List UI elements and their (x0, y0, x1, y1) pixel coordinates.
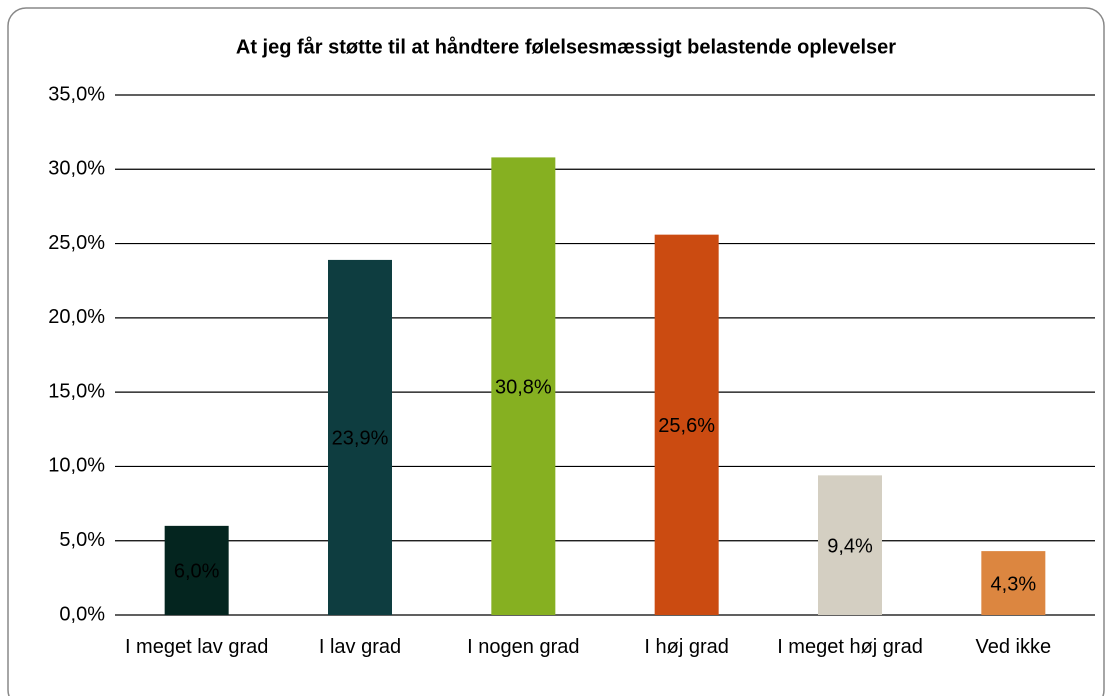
chart-title: At jeg får støtte til at håndtere følels… (236, 35, 896, 58)
data-label: 25,6% (658, 415, 715, 437)
x-tick-label: I meget lav grad (124, 636, 269, 658)
data-label: 30,8% (495, 376, 552, 398)
y-tick-label: 25,0% (48, 232, 105, 254)
x-tick-label: I meget høj grad (777, 636, 923, 658)
data-label: 9,4% (827, 535, 873, 557)
y-tick-label: 0,0% (59, 603, 105, 625)
x-tick-label: I høj grad (644, 636, 729, 658)
data-label: 4,3% (991, 573, 1037, 595)
x-tick-label: I nogen grad (467, 636, 580, 658)
bar (328, 259, 392, 615)
y-tick-label: 30,0% (48, 158, 105, 180)
y-tick-label: 15,0% (48, 380, 105, 402)
x-tick-label: I lav grad (318, 636, 402, 658)
bar (491, 157, 556, 615)
x-tick-label: Ved ikke (975, 636, 1052, 658)
bar (981, 551, 1046, 615)
data-label: 23,9% (332, 428, 389, 450)
y-tick-label: 10,0% (48, 455, 105, 477)
data-label: 6,0% (174, 561, 220, 583)
y-tick-label: 35,0% (48, 83, 105, 105)
y-tick-label: 20,0% (48, 306, 105, 328)
bar (164, 525, 229, 615)
y-tick-label: 5,0% (59, 529, 105, 551)
bar (818, 475, 882, 615)
bar (654, 234, 719, 615)
